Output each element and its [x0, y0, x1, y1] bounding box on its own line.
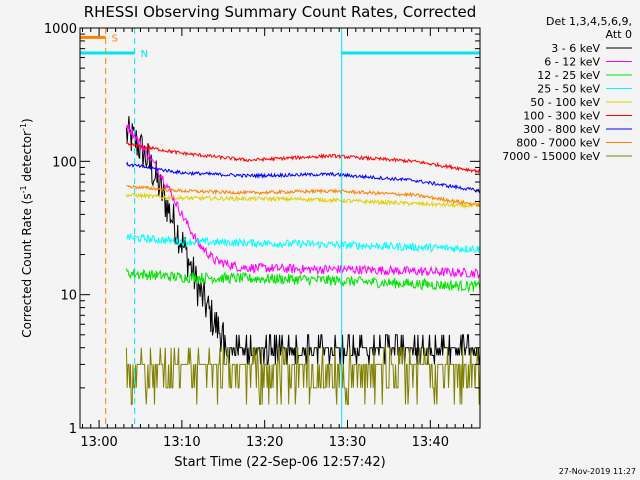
- series-line: [125, 192, 481, 210]
- series-line: [125, 161, 481, 194]
- legend-label: 800 - 7000 keV: [516, 137, 600, 150]
- legend-label: 7000 - 15000 keV: [502, 150, 600, 163]
- chart-title: RHESSI Observing Summary Count Rates, Co…: [84, 3, 477, 21]
- legend-header-line-2: Att 0: [606, 28, 632, 41]
- legend-label: 25 - 50 keV: [537, 83, 600, 96]
- legend-label: 300 - 800 keV: [523, 123, 600, 136]
- y-tick-label: 10: [60, 289, 77, 304]
- legend-label: 100 - 300 keV: [523, 110, 600, 123]
- y-tick-label: 100: [52, 155, 77, 170]
- series-layer: [125, 116, 481, 405]
- legend-label: 6 - 12 keV: [544, 56, 600, 69]
- series-line: [126, 233, 481, 254]
- series-line: [125, 123, 481, 280]
- legend-header-line-1: Det 1,3,4,5,6,9,: [546, 15, 632, 28]
- legend-label: 12 - 25 keV: [537, 69, 600, 82]
- x-tick-label: 13:40: [412, 435, 449, 450]
- y-tick-label: 1: [69, 422, 77, 437]
- y-axis-label-sup: -1: [19, 123, 28, 131]
- x-tick-label: 13:10: [163, 435, 200, 450]
- x-axis-label: Start Time (22-Sep-06 12:57:42): [174, 455, 385, 470]
- footer-date: 27-Nov-2019 11:27: [559, 467, 636, 476]
- y-axis-label-sup: -1: [19, 185, 28, 193]
- y-axis-label: Corrected Count Rate (s-1 detector-1): [19, 118, 34, 337]
- marker-label: N: [141, 49, 148, 60]
- x-tick-label: 13:30: [329, 435, 366, 450]
- series-line: [125, 142, 481, 174]
- y-tick-label: 1000: [44, 22, 77, 37]
- legend-label: 3 - 6 keV: [551, 42, 600, 55]
- series-line: [126, 184, 481, 207]
- legend-label: 50 - 100 keV: [530, 96, 600, 109]
- plot-frame: [79, 27, 481, 429]
- axis-layer: 13:00 13:10 13:20 13:30 13:40 1 10 100 1000: [44, 22, 481, 450]
- x-tick-label: 13:00: [80, 435, 117, 450]
- marker-label: S: [112, 33, 118, 44]
- x-tick-label: 13:20: [246, 435, 283, 450]
- series-line: [125, 268, 481, 293]
- series-line: [125, 347, 481, 405]
